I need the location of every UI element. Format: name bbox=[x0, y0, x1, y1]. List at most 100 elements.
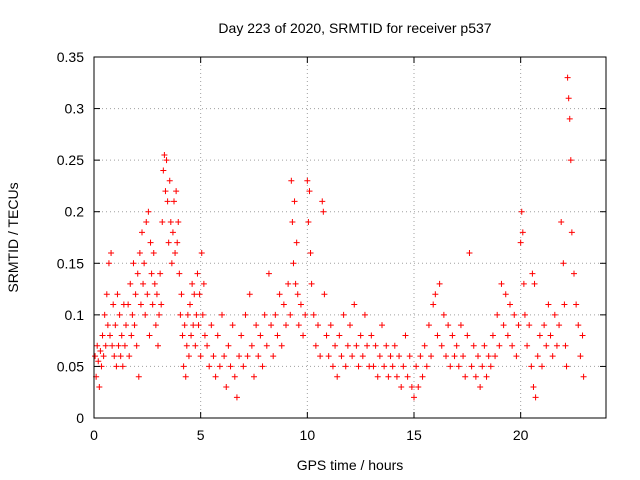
data-point bbox=[541, 322, 548, 329]
data-point bbox=[338, 353, 345, 360]
data-point bbox=[312, 342, 319, 349]
data-point bbox=[163, 157, 170, 164]
data-point bbox=[517, 239, 524, 246]
data-point bbox=[201, 332, 208, 339]
data-point bbox=[468, 363, 475, 370]
data-point bbox=[545, 301, 552, 308]
data-point bbox=[285, 280, 292, 287]
data-point bbox=[560, 260, 567, 267]
data-point bbox=[158, 301, 165, 308]
data-point bbox=[359, 353, 366, 360]
data-point bbox=[509, 342, 516, 349]
data-point bbox=[165, 239, 172, 246]
data-point bbox=[123, 322, 129, 329]
data-point bbox=[332, 342, 339, 349]
data-point bbox=[304, 177, 311, 184]
data-point bbox=[451, 353, 458, 360]
data-point bbox=[436, 280, 443, 287]
data-point bbox=[530, 384, 537, 391]
data-point bbox=[547, 332, 554, 339]
data-point bbox=[236, 353, 243, 360]
data-point bbox=[347, 322, 353, 329]
data-point bbox=[240, 363, 247, 370]
data-point bbox=[291, 198, 298, 205]
data-point bbox=[391, 342, 398, 349]
data-point bbox=[248, 342, 255, 349]
data-point bbox=[575, 322, 582, 329]
data-point bbox=[206, 363, 213, 370]
data-point bbox=[438, 342, 445, 349]
data-point bbox=[580, 373, 587, 380]
data-point bbox=[573, 301, 580, 308]
data-point bbox=[152, 322, 159, 329]
data-point bbox=[198, 249, 205, 256]
y-tick-label: 0.25 bbox=[57, 152, 84, 168]
data-point bbox=[342, 363, 349, 370]
data-point bbox=[244, 353, 251, 360]
data-point bbox=[180, 363, 187, 370]
data-point bbox=[231, 373, 238, 380]
data-point bbox=[164, 198, 171, 205]
data-point bbox=[107, 332, 113, 339]
data-point bbox=[498, 280, 505, 287]
data-point bbox=[227, 363, 234, 370]
data-point bbox=[568, 229, 575, 236]
data-point bbox=[96, 384, 103, 391]
data-point bbox=[440, 311, 447, 318]
data-point bbox=[102, 342, 109, 349]
data-point bbox=[472, 373, 479, 380]
data-point bbox=[502, 291, 509, 298]
data-point bbox=[136, 249, 143, 256]
data-point bbox=[178, 291, 185, 298]
data-point bbox=[195, 322, 202, 329]
grid-lines bbox=[94, 57, 606, 418]
data-point bbox=[325, 353, 332, 360]
data-point bbox=[117, 353, 124, 360]
data-point bbox=[130, 260, 137, 267]
data-point bbox=[257, 332, 264, 339]
data-point bbox=[355, 363, 362, 370]
data-point bbox=[417, 353, 424, 360]
data-point bbox=[225, 342, 232, 349]
x-tick-label: 15 bbox=[406, 427, 422, 443]
data-point bbox=[127, 280, 134, 287]
data-point bbox=[449, 332, 456, 339]
data-point bbox=[361, 311, 368, 318]
data-point bbox=[485, 353, 492, 360]
data-point bbox=[142, 311, 149, 318]
x-tick-label: 5 bbox=[197, 427, 205, 443]
data-point bbox=[521, 311, 528, 318]
data-point bbox=[381, 363, 388, 370]
data-point bbox=[176, 270, 183, 277]
data-point bbox=[187, 301, 193, 308]
data-point bbox=[139, 229, 145, 236]
data-point bbox=[174, 239, 181, 246]
data-point bbox=[290, 260, 297, 267]
data-point bbox=[255, 353, 262, 360]
data-point bbox=[118, 332, 125, 339]
data-point bbox=[270, 353, 277, 360]
data-point bbox=[189, 280, 196, 287]
data-point bbox=[295, 322, 302, 329]
data-point bbox=[92, 353, 99, 360]
data-point bbox=[135, 373, 142, 380]
data-point bbox=[161, 151, 168, 158]
data-point bbox=[115, 342, 122, 349]
data-point bbox=[121, 342, 128, 349]
data-point bbox=[532, 394, 539, 401]
data-point bbox=[349, 353, 356, 360]
data-point bbox=[376, 353, 383, 360]
data-point bbox=[336, 332, 343, 339]
data-point bbox=[563, 363, 570, 370]
data-point bbox=[100, 353, 107, 360]
data-point bbox=[334, 373, 341, 380]
data-point bbox=[327, 322, 334, 329]
data-point bbox=[551, 311, 558, 318]
data-point bbox=[229, 322, 236, 329]
data-point bbox=[150, 249, 157, 256]
plot-border bbox=[93, 56, 607, 419]
data-point bbox=[278, 342, 285, 349]
data-point bbox=[423, 363, 430, 370]
data-point bbox=[182, 373, 189, 380]
data-point bbox=[156, 311, 163, 318]
